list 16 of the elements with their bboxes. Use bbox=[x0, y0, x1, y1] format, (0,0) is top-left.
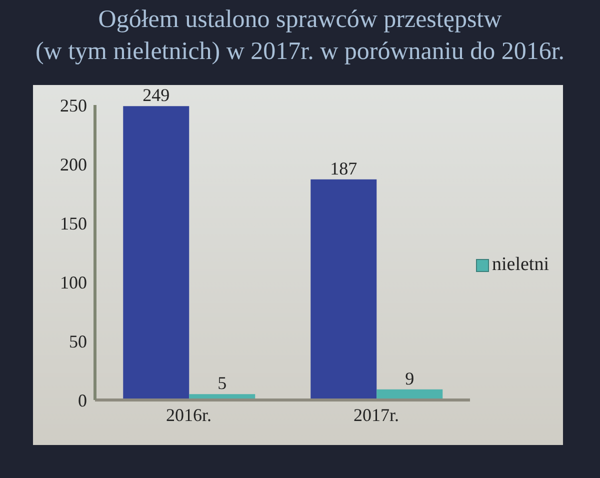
data-label: 5 bbox=[218, 373, 227, 394]
data-label: 9 bbox=[405, 368, 414, 388]
y-tick-label: 0 bbox=[78, 390, 87, 410]
data-label: 249 bbox=[142, 85, 170, 106]
y-tick-label: 50 bbox=[69, 331, 87, 352]
legend-label: nieletni bbox=[492, 254, 549, 276]
chart-title: Ogółem ustalono sprawców przestępstw (w tym nieletnich) w 2017r. w porównaniu do 2016r. bbox=[34, 5, 566, 67]
bar bbox=[123, 106, 190, 400]
y-tick-label: 250 bbox=[60, 95, 87, 116]
y-tick-label: 200 bbox=[60, 154, 87, 174]
bar bbox=[310, 179, 377, 400]
x-tick-label: 2017r. bbox=[353, 404, 400, 425]
y-tick-label: 100 bbox=[60, 272, 87, 292]
data-label: 187 bbox=[330, 158, 358, 178]
x-tick-label: 2016r. bbox=[166, 404, 212, 425]
y-tick-label: 150 bbox=[60, 213, 87, 234]
